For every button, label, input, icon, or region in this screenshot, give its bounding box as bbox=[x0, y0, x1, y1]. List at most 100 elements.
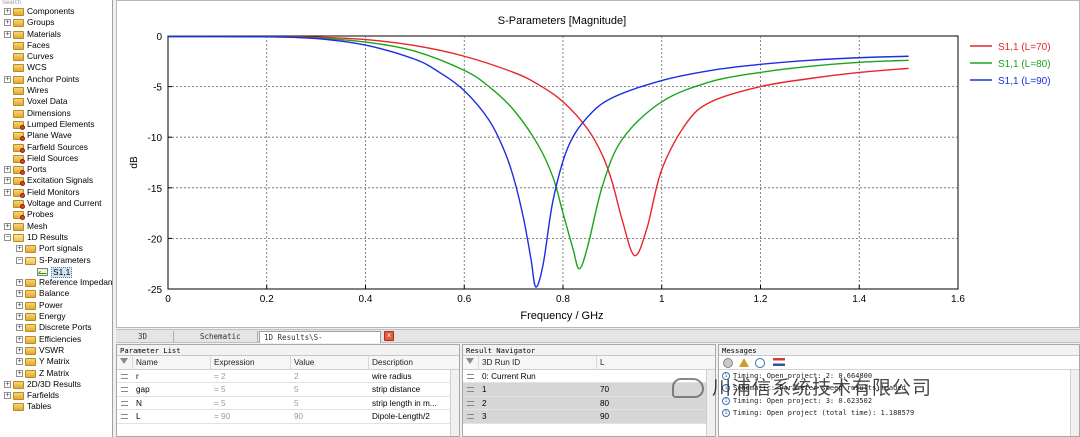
s-parameter-chart[interactable]: 0 0.2 0.4 0.6 0.8 1 1.2 1.4 1.6 0 -5 -10 -15 -20 -25 S-… bbox=[117, 1, 1079, 327]
tree-item[interactable]: + Y Matrix bbox=[0, 356, 112, 367]
tree-item[interactable]: + Balance bbox=[0, 288, 112, 299]
tree-item[interactable]: Faces bbox=[0, 40, 112, 51]
tree-item[interactable]: Field Sources bbox=[0, 153, 112, 164]
expand-icon[interactable]: + bbox=[4, 166, 11, 174]
tree-item[interactable]: − 1D Results bbox=[0, 232, 112, 243]
tree-item[interactable]: Farfield Sources bbox=[0, 142, 112, 153]
table-row[interactable]: 0: Current Run bbox=[463, 370, 715, 384]
col-name[interactable]: Name bbox=[133, 356, 211, 370]
plot-window[interactable]: 0 0.2 0.4 0.6 0.8 1 1.2 1.4 1.6 0 -5 -10 -15 -20 -25 S-… bbox=[116, 0, 1080, 328]
param-expression[interactable]: = 5 bbox=[214, 398, 226, 408]
folder-icon bbox=[25, 301, 36, 310]
expand-icon[interactable]: + bbox=[4, 222, 11, 230]
tree-item[interactable]: Probes bbox=[0, 209, 112, 221]
filter-icon[interactable] bbox=[463, 356, 479, 370]
tree-item[interactable]: + Field Monitors bbox=[0, 187, 112, 198]
expand-icon[interactable]: + bbox=[4, 188, 11, 196]
close-icon[interactable]: × bbox=[384, 331, 394, 341]
tree-item[interactable]: Curves bbox=[0, 51, 112, 62]
col-run-id[interactable]: 3D Run ID bbox=[479, 356, 597, 370]
table-row[interactable]: N = 5 5 strip length in m... bbox=[117, 397, 459, 411]
navigation-tree[interactable]: Search + Components + Groups + Materials Faces… bbox=[0, 0, 113, 437]
tree-item[interactable]: − S-Parameters bbox=[0, 255, 112, 266]
tree-item[interactable]: Lumped Elements bbox=[0, 119, 112, 130]
warning-icon[interactable] bbox=[739, 358, 749, 367]
table-row[interactable]: 3 90 bbox=[463, 410, 715, 424]
param-expression[interactable]: = 5 bbox=[214, 385, 226, 395]
table-row[interactable]: r = 2 2 wire radius bbox=[117, 370, 459, 384]
filter-icon[interactable] bbox=[117, 356, 133, 370]
table-row[interactable]: 2 80 bbox=[463, 396, 715, 411]
tab-1d-results[interactable]: 1D Results\S-Parameters\S1,1 bbox=[259, 331, 381, 353]
expand-icon[interactable]: + bbox=[16, 245, 23, 253]
collapse-icon[interactable]: − bbox=[4, 233, 11, 241]
tree-item[interactable]: + Reference Impedance bbox=[0, 277, 112, 288]
col-expression[interactable]: Expression bbox=[211, 356, 291, 370]
folder-icon bbox=[13, 132, 25, 142]
tree-item[interactable]: + Z Matrix bbox=[0, 368, 112, 379]
expand-icon[interactable]: + bbox=[4, 30, 11, 38]
info-icon[interactable] bbox=[755, 358, 765, 368]
tree-item[interactable]: + Efficiencies bbox=[0, 334, 112, 345]
tree-item[interactable]: + Port signals bbox=[0, 243, 112, 254]
message-text: Timing: Open project: 3: 0.623502 bbox=[733, 396, 873, 405]
param-expression[interactable]: = 2 bbox=[214, 372, 226, 381]
tree-item[interactable]: + Excitation Signals bbox=[0, 175, 112, 187]
tree-item[interactable]: Wires bbox=[0, 85, 112, 96]
tree-item-label: Probes bbox=[27, 209, 54, 220]
expand-icon[interactable]: + bbox=[4, 177, 11, 185]
expand-icon[interactable]: + bbox=[16, 346, 23, 354]
col-l[interactable]: L bbox=[597, 356, 715, 370]
tree-item[interactable]: + Components bbox=[0, 6, 112, 17]
tree-item[interactable]: + Power bbox=[0, 300, 112, 311]
expand-icon[interactable]: + bbox=[4, 19, 11, 27]
tree-item[interactable]: WCS bbox=[0, 62, 112, 73]
tree-item[interactable]: + VSWR bbox=[0, 345, 112, 356]
expand-icon[interactable]: + bbox=[16, 313, 23, 321]
tab-schematic[interactable]: Schematic bbox=[196, 331, 258, 343]
tree-item[interactable]: + Groups bbox=[0, 17, 112, 28]
tree-item-label: Y Matrix bbox=[39, 356, 70, 367]
expand-icon[interactable]: + bbox=[16, 324, 23, 332]
param-expression[interactable]: = 90 bbox=[214, 412, 231, 422]
tree-item[interactable]: +2D/3D Results bbox=[0, 379, 112, 390]
expand-icon[interactable]: + bbox=[16, 290, 23, 298]
collapse-icon[interactable]: − bbox=[16, 256, 23, 264]
table-row[interactable]: 1 70 bbox=[463, 383, 715, 397]
expand-icon[interactable]: + bbox=[4, 8, 11, 15]
tree-item[interactable]: Voxel Data bbox=[0, 96, 112, 107]
expand-icon[interactable]: + bbox=[16, 335, 23, 343]
tree-item[interactable]: + Energy bbox=[0, 311, 112, 322]
result-scrollbar[interactable] bbox=[706, 370, 715, 436]
tree-item[interactable]: Tables bbox=[0, 401, 112, 412]
folder-icon bbox=[13, 30, 24, 39]
expand-icon[interactable]: + bbox=[4, 380, 11, 388]
table-row[interactable]: gap = 5 5 strip distance bbox=[117, 383, 459, 397]
clear-icon[interactable] bbox=[723, 358, 733, 368]
tree-item[interactable]: + Materials bbox=[0, 29, 112, 40]
param-name: r bbox=[136, 372, 139, 381]
tab-3d[interactable]: 3D bbox=[134, 331, 174, 343]
col-description[interactable]: Description bbox=[369, 356, 459, 370]
messages-scrollbar[interactable] bbox=[1070, 370, 1079, 436]
parameter-scrollbar[interactable] bbox=[450, 370, 459, 436]
expand-icon[interactable]: + bbox=[16, 279, 23, 287]
tree-item[interactable]: + Farfields bbox=[0, 390, 112, 401]
expand-icon[interactable]: + bbox=[16, 301, 23, 309]
tree-item[interactable]: Dimensions bbox=[0, 108, 112, 119]
tree-item[interactable]: Plane Wave bbox=[0, 130, 112, 142]
tree-item[interactable]: + Anchor Points bbox=[0, 74, 112, 85]
expand-icon[interactable]: + bbox=[4, 392, 11, 400]
tree-item[interactable]: Voltage and Current bbox=[0, 198, 112, 210]
table-row[interactable]: L = 90 90 Dipole-Length/2 bbox=[117, 410, 459, 424]
tree-item[interactable]: + Discrete Ports bbox=[0, 322, 112, 333]
col-value[interactable]: Value bbox=[291, 356, 369, 370]
tree-item[interactable]: + Mesh bbox=[0, 221, 112, 232]
row-handle-icon bbox=[467, 400, 474, 406]
tree-item[interactable]: + Ports bbox=[0, 164, 112, 176]
expand-icon[interactable]: + bbox=[16, 358, 23, 366]
flag-icon[interactable] bbox=[773, 358, 785, 366]
expand-icon[interactable]: + bbox=[4, 75, 11, 83]
tree-item[interactable]: S1,1 bbox=[0, 266, 112, 278]
expand-icon[interactable]: + bbox=[16, 369, 23, 377]
